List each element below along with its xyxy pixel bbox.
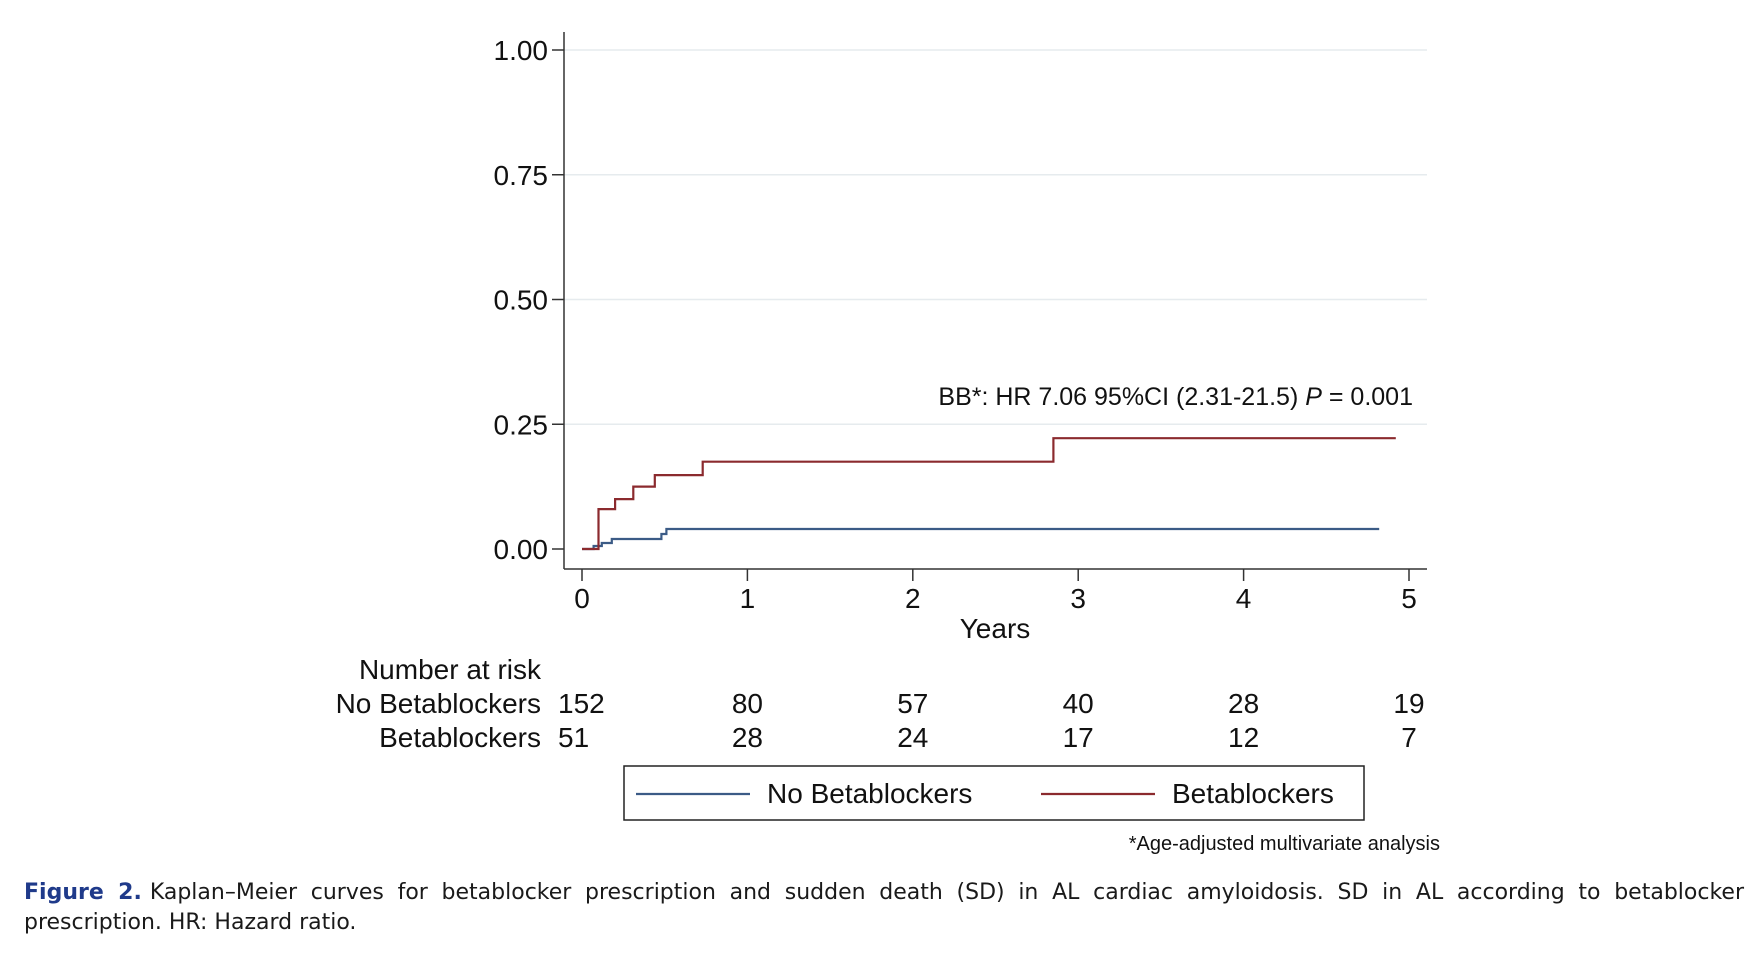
y-tick-label: 0.00 <box>494 534 549 565</box>
risk-value: 80 <box>732 688 763 719</box>
risk-value: 51 <box>558 722 589 753</box>
caption-text: Kaplan–Meier curves for betablocker pres… <box>24 880 1744 935</box>
risk-value: 24 <box>897 722 928 753</box>
risk-value: 57 <box>897 688 928 719</box>
risk-value: 152 <box>558 688 605 719</box>
hr-annotation: BB*: HR 7.06 95%CI (2.31-21.5) P = 0.001 <box>938 383 1413 411</box>
series-curve-no-betablockers <box>582 527 1380 551</box>
legend-label: Betablockers <box>1172 778 1334 809</box>
risk-value: 28 <box>1228 688 1259 719</box>
risk-value: 19 <box>1393 688 1424 719</box>
x-tick-label: 0 <box>574 583 590 614</box>
risk-value: 28 <box>732 722 763 753</box>
x-axis-title: Years <box>960 613 1031 644</box>
y-tick-label: 0.75 <box>494 160 549 191</box>
risk-table-title: Number at risk <box>359 654 542 685</box>
risk-value: 40 <box>1063 688 1094 719</box>
survival-curves <box>582 437 1396 551</box>
series-curve-betablockers <box>582 437 1396 551</box>
figure-caption: Figure 2. Kaplan–Meier curves for betablo… <box>24 878 1744 938</box>
x-tick-label: 1 <box>740 583 756 614</box>
risk-row-label: No Betablockers <box>336 688 541 719</box>
x-tick-label: 5 <box>1401 583 1417 614</box>
x-tick-label: 2 <box>905 583 921 614</box>
axes <box>552 32 1427 821</box>
y-tick-label: 1.00 <box>494 35 549 66</box>
risk-value: 7 <box>1401 722 1417 753</box>
y-tick-label: 0.25 <box>494 409 549 440</box>
x-tick-label: 3 <box>1070 583 1086 614</box>
caption-label: Figure 2. <box>24 880 142 905</box>
x-tick-label: 4 <box>1236 583 1252 614</box>
legend-label: No Betablockers <box>767 778 972 809</box>
y-tick-label: 0.50 <box>494 285 549 316</box>
footnote: *Age-adjusted multivariate analysis <box>1129 833 1440 855</box>
grid-lines <box>564 49 1427 425</box>
risk-value: 12 <box>1228 722 1259 753</box>
risk-value: 17 <box>1063 722 1094 753</box>
risk-row-label: Betablockers <box>379 722 541 753</box>
